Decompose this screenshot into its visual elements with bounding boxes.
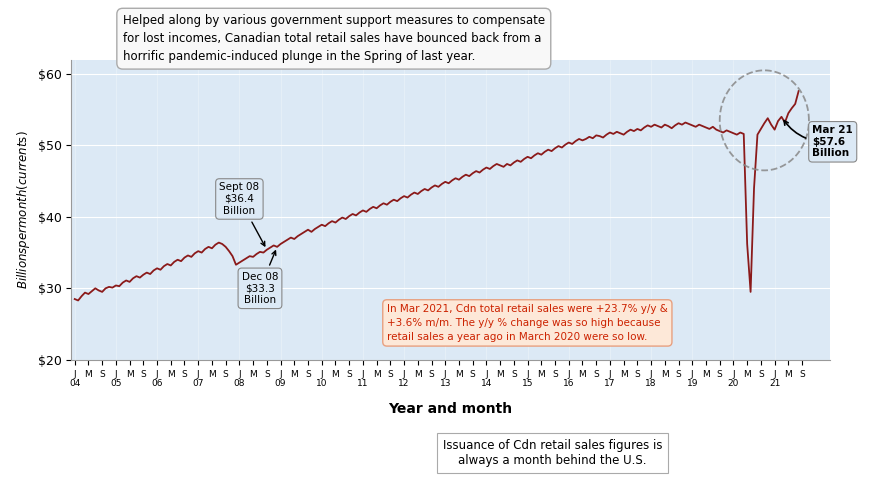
X-axis label: Year and month: Year and month [388, 402, 512, 416]
Text: Dec 08
$33.3
Billion: Dec 08 $33.3 Billion [242, 251, 278, 305]
Text: Issuance of Cdn retail sales figures is
always a month behind the U.S.: Issuance of Cdn retail sales figures is … [442, 439, 661, 467]
Y-axis label: $ Billions per month (current $s): $ Billions per month (current $s) [15, 130, 32, 289]
Text: Helped along by various government support measures to compensate
for lost incom: Helped along by various government suppo… [123, 14, 544, 63]
Text: In Mar 2021, Cdn total retail sales were +23.7% y/y &
+3.6% m/m. The y/y % chang: In Mar 2021, Cdn total retail sales were… [387, 304, 667, 342]
Text: Sept 08
$36.4
Billion: Sept 08 $36.4 Billion [219, 182, 264, 246]
Text: Mar 21
$57.6
Billion: Mar 21 $57.6 Billion [783, 121, 852, 159]
